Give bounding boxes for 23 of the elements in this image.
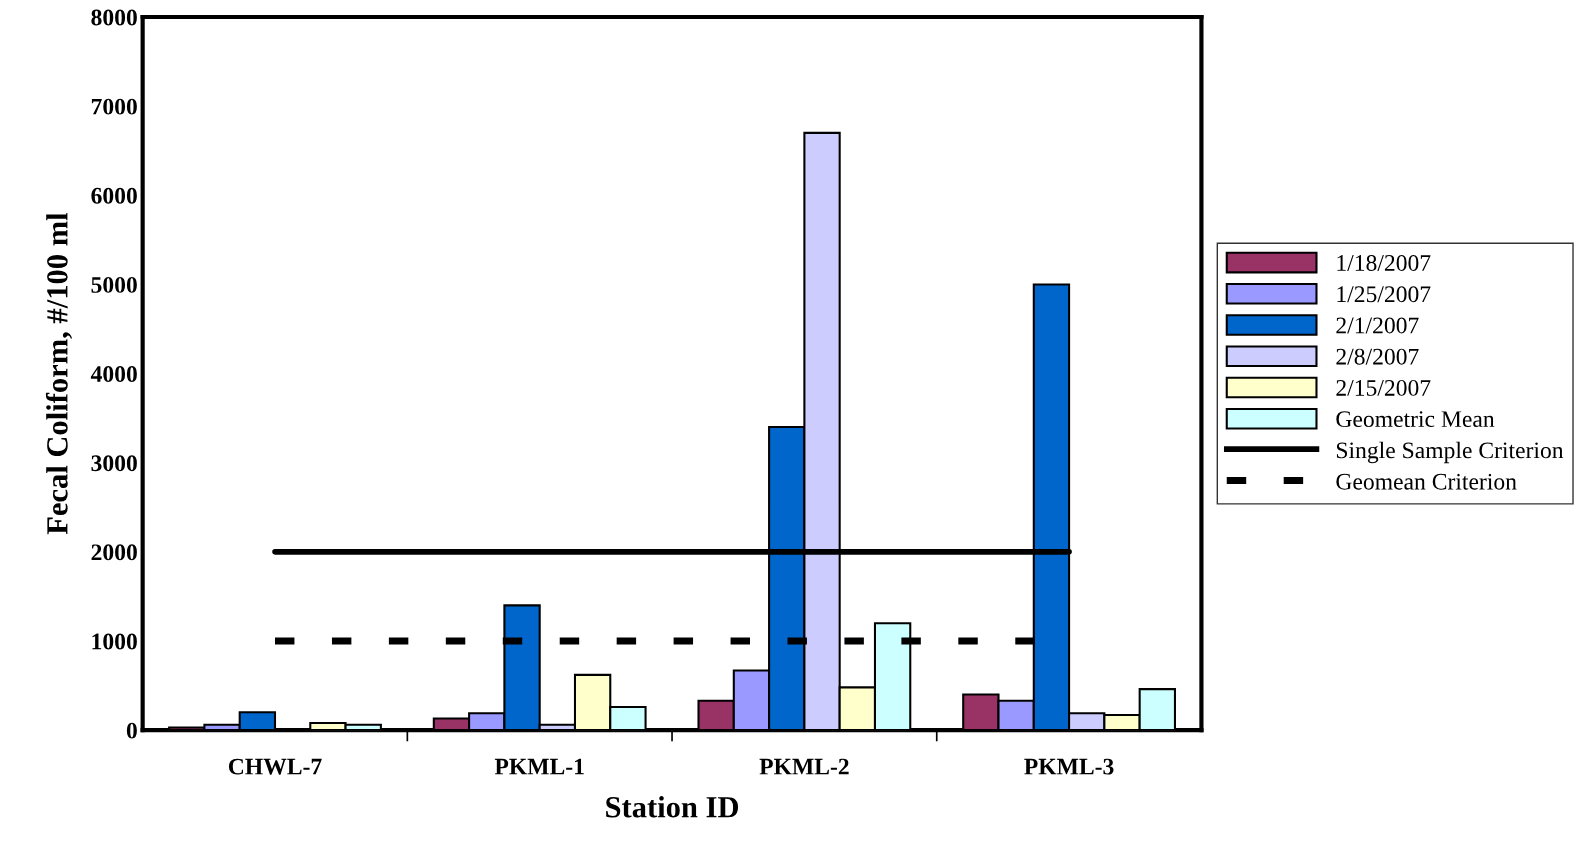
y-tick-label: 2000 — [91, 544, 137, 561]
x-tick-label: PKML-2 — [759, 758, 849, 775]
y-tick-label: 7000 — [91, 98, 137, 115]
x-axis-title: Station ID — [606, 796, 739, 818]
legend-label: 2/1/2007 — [1336, 317, 1419, 334]
y-tick-label: 3000 — [91, 455, 137, 472]
y-tick-label: 5000 — [91, 276, 137, 293]
y-tick-label: 0 — [126, 722, 137, 739]
legend-label: 2/8/2007 — [1336, 348, 1419, 365]
legend-label: 1/25/2007 — [1337, 286, 1431, 303]
y-tick-label: 1000 — [92, 633, 137, 650]
y-tick-label: 6000 — [91, 187, 137, 204]
x-tick-label: CHWL-7 — [228, 758, 322, 775]
legend-label: Geomean Criterion — [1336, 473, 1517, 490]
legend-label: Single Sample Criterion — [1336, 441, 1564, 464]
y-tick-label: 4000 — [90, 366, 137, 383]
legend-label: Geometric Mean — [1336, 411, 1495, 428]
x-tick-label: PKML-3 — [1024, 758, 1114, 775]
x-tick-label: PKML-1 — [494, 758, 584, 775]
y-tick-label: 8000 — [91, 9, 137, 26]
legend-label: 2/15/2007 — [1336, 379, 1431, 396]
y-axis-title: Fecal Coliform, #/100 ml — [45, 212, 73, 535]
legend-label: 1/18/2007 — [1337, 254, 1431, 271]
